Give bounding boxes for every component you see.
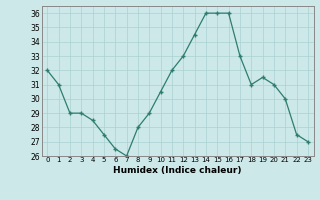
X-axis label: Humidex (Indice chaleur): Humidex (Indice chaleur) (113, 166, 242, 175)
